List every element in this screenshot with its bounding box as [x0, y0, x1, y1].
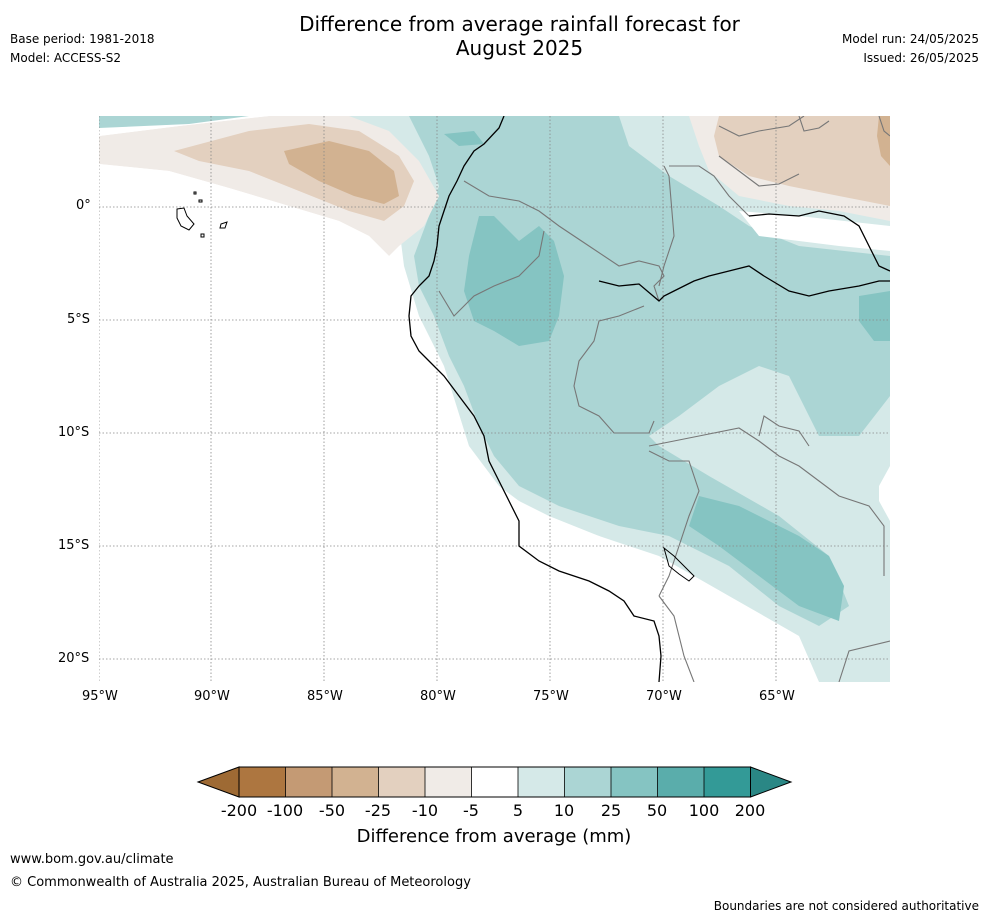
rainfall-map — [99, 116, 890, 682]
lat-label-0: 0° — [76, 198, 91, 213]
map-title-line2: August 2025 — [455, 36, 584, 60]
colorbar-swatch-dry-25 — [332, 767, 379, 797]
dry-region-25-50 — [284, 141, 399, 204]
colorbar-title: Difference from average (mm) — [356, 826, 632, 847]
colorbar-dividers — [285, 767, 705, 797]
colorbar — [196, 766, 793, 798]
lat-label-15s: 15°S — [58, 538, 90, 553]
colorbar-swatch-wet-50 — [657, 767, 704, 797]
colorbar-label: 200 — [734, 801, 766, 820]
neutral-region-amazon — [739, 211, 890, 251]
graticule — [99, 116, 890, 682]
map-title-line1: Difference from average rainfall forecas… — [299, 12, 740, 36]
lake-titicaca — [663, 546, 695, 582]
wet-region-25-50-central — [464, 216, 564, 346]
wet-region-25-50-east — [859, 291, 890, 341]
colorbar-label: 10 — [553, 801, 575, 820]
teal-strip-north — [99, 116, 249, 128]
lon-label-75w: 75°W — [533, 689, 569, 704]
lat-label-10s: 10°S — [58, 425, 90, 440]
colorbar-label: -100 — [266, 801, 304, 820]
colorbar-label: -10 — [411, 801, 439, 820]
colorbar-swatch-wet-extend — [750, 766, 793, 798]
coastline — [408, 116, 890, 682]
map-title: Difference from average rainfall forecas… — [0, 12, 988, 60]
colorbar-label: 100 — [688, 801, 720, 820]
lon-label-80w: 80°W — [420, 689, 456, 704]
dry-region-northeast-10-25 — [714, 116, 890, 206]
lon-label-95w: 95°W — [82, 689, 118, 704]
lon-label-65w: 65°W — [759, 689, 795, 704]
country-borders — [438, 116, 890, 682]
colorbar-label: -50 — [318, 801, 346, 820]
boundaries-disclaimer: Boundaries are not considered authoritat… — [713, 899, 979, 913]
colorbar-swatch-wet-100 — [704, 767, 751, 797]
colorbar-label: -25 — [364, 801, 392, 820]
colorbar-swatch-dry-10 — [378, 767, 425, 797]
colorbar-frame — [238, 766, 751, 798]
copyright-notice: © Commonwealth of Australia 2025, Austra… — [10, 875, 471, 890]
lon-label-85w: 85°W — [307, 689, 343, 704]
neutral-region-east — [879, 466, 890, 521]
colorbar-label: 25 — [600, 801, 622, 820]
issued-date: Issued: 26/05/2025 — [863, 51, 979, 65]
wet-region-25-50-north — [444, 131, 484, 146]
colorbar-swatch-wet-25 — [611, 767, 658, 797]
colorbar-swatch-dry-50 — [285, 767, 332, 797]
lon-label-90w: 90°W — [194, 689, 230, 704]
lat-label-5s: 5°S — [67, 312, 91, 327]
lat-label-20s: 20°S — [58, 651, 90, 666]
model-name: Model: ACCESS-S2 — [10, 51, 122, 65]
website-link[interactable]: www.bom.gov.au/climate — [10, 852, 174, 867]
colorbar-swatch-wet-5 — [518, 767, 565, 797]
lon-label-70w: 70°W — [646, 689, 682, 704]
base-period: Base period: 1981-2018 — [10, 32, 155, 46]
colorbar-label: -200 — [220, 801, 258, 820]
model-run: Model run: 24/05/2025 — [841, 32, 979, 46]
galapagos-islands — [176, 191, 228, 238]
colorbar-swatch-wet-10 — [564, 767, 611, 797]
colorbar-label: 50 — [646, 801, 668, 820]
colorbar-swatch-dry-extend — [196, 766, 240, 798]
colorbar-label: -5 — [463, 801, 479, 820]
dry-region-northeast-25-50 — [877, 116, 890, 166]
wet-region-25-50-south — [689, 496, 844, 621]
pacific-neutral-mask — [99, 164, 679, 682]
colorbar-label: 5 — [512, 801, 524, 820]
colorbar-swatch-neutral — [471, 767, 518, 797]
colorbar-swatch-dry-5 — [425, 767, 472, 797]
colorbar-swatch-dry-100 — [239, 767, 286, 797]
